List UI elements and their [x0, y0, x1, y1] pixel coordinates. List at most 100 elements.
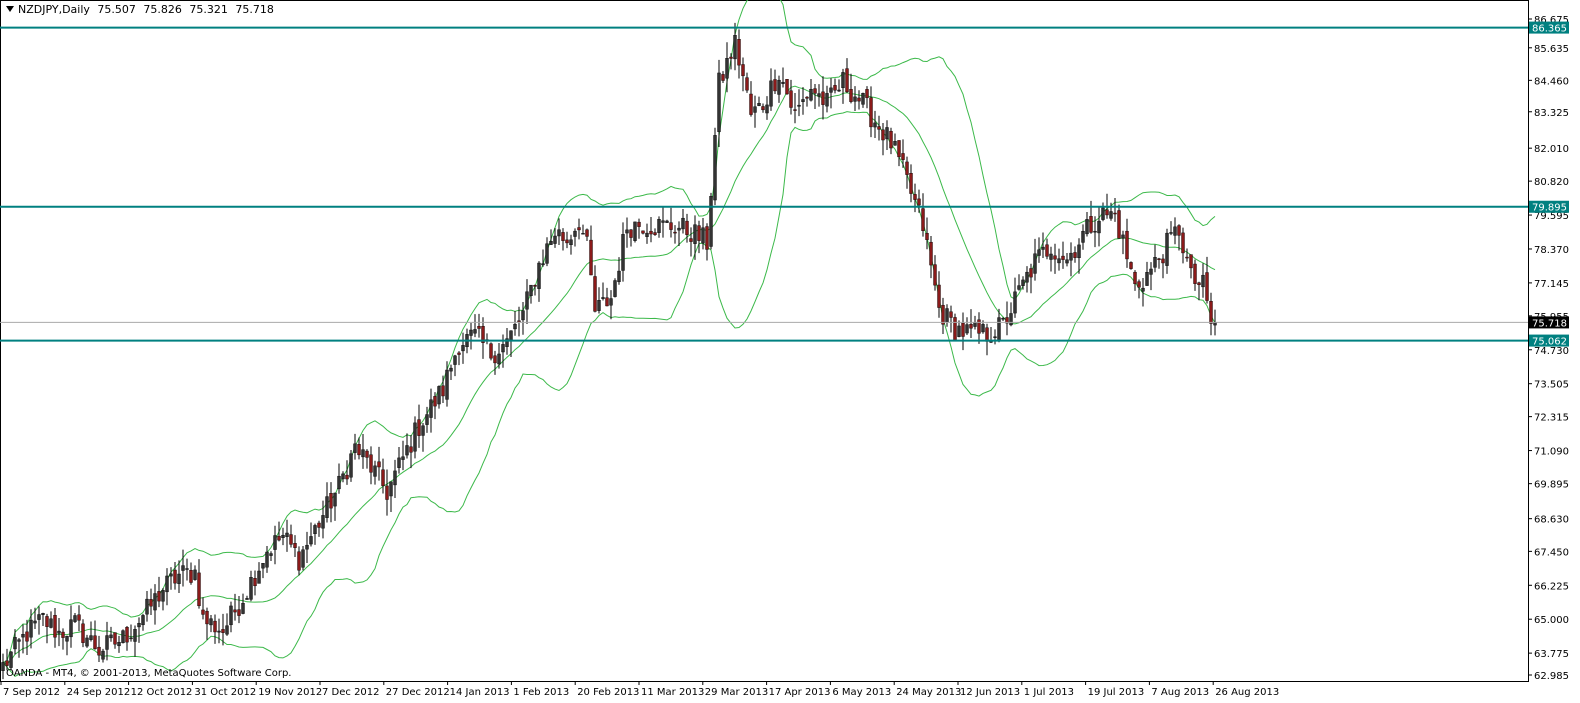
bear-candle: [741, 64, 745, 77]
hline-price-label: 86.365: [1532, 24, 1567, 35]
hline-price-tag: [1529, 200, 1569, 213]
bull-candle: [733, 35, 737, 60]
bear-candle: [189, 570, 193, 583]
bear-candle: [93, 635, 97, 650]
lower-band-line: [2, 111, 1216, 678]
bull-candle: [1093, 230, 1097, 233]
x-tick-label: 20 Feb 2013: [577, 687, 639, 698]
bear-candle: [933, 264, 937, 286]
y-tick-label: 85.635: [1534, 44, 1569, 55]
bull-candle: [405, 445, 409, 456]
bull-candle: [1001, 318, 1005, 320]
bull-candle: [169, 573, 173, 577]
bear-candle: [901, 153, 905, 160]
bear-candle: [53, 615, 57, 638]
bull-candle: [453, 355, 457, 365]
bear-candle: [237, 609, 241, 616]
bear-candle: [637, 221, 641, 227]
bear-candle: [669, 222, 673, 230]
bull-candle: [501, 344, 505, 353]
bear-candle: [317, 522, 321, 528]
bear-candle: [329, 493, 333, 509]
bull-candle: [753, 106, 757, 113]
bear-candle: [1209, 301, 1213, 324]
bull-candle: [993, 336, 997, 338]
bull-candle: [177, 573, 181, 584]
bull-candle: [265, 551, 269, 568]
bull-candle: [245, 598, 249, 600]
bear-candle: [1045, 244, 1049, 257]
bull-candle: [341, 473, 345, 480]
bull-candle: [241, 603, 245, 614]
bear-candle: [77, 614, 81, 621]
bull-candle: [781, 81, 785, 84]
y-tick-label: 80.820: [1534, 177, 1569, 188]
bull-candle: [525, 291, 529, 310]
bull-candle: [1085, 219, 1089, 235]
bear-candle: [205, 610, 209, 625]
bull-candle: [373, 465, 377, 477]
x-tick-label: 24 May 2013: [896, 687, 961, 698]
bear-candle: [5, 660, 9, 666]
y-tick-label: 72.315: [1534, 413, 1569, 424]
bull-candle: [1013, 291, 1017, 314]
bear-candle: [1117, 210, 1121, 239]
bull-candle: [861, 93, 865, 105]
bull-candle: [353, 443, 357, 453]
bear-candle: [917, 198, 921, 206]
x-tick-label: 31 Oct 2012: [194, 687, 256, 698]
bull-candle: [513, 323, 517, 330]
bull-candle: [1025, 271, 1029, 283]
bull-candle: [1109, 211, 1113, 219]
bear-candle: [593, 276, 597, 312]
bull-candle: [229, 605, 233, 626]
x-tick-label: 19 Nov 2012: [258, 687, 322, 698]
bear-candle: [1185, 256, 1189, 259]
bull-candle: [57, 630, 61, 634]
bull-candle: [541, 263, 545, 266]
bear-candle: [457, 352, 461, 355]
bull-candle: [965, 324, 969, 334]
bull-candle: [957, 325, 961, 337]
bollinger-bands: [2, 0, 1216, 678]
bull-candle: [893, 141, 897, 146]
bull-candle: [257, 570, 261, 584]
bull-candle: [549, 241, 553, 245]
bear-candle: [705, 226, 709, 250]
y-tick-label: 84.460: [1534, 76, 1569, 87]
bear-candle: [409, 446, 413, 453]
bull-candle: [85, 637, 89, 647]
bull-candle: [117, 642, 121, 647]
bear-candle: [1129, 262, 1133, 269]
bear-candle: [233, 609, 237, 613]
bull-candle: [73, 615, 77, 622]
bull-candle: [349, 453, 353, 478]
bear-candle: [773, 79, 777, 92]
bear-candle: [977, 319, 981, 334]
bull-candle: [1149, 268, 1153, 275]
bull-candle: [261, 563, 265, 569]
bull-candle: [841, 72, 845, 89]
collapse-triangle-icon[interactable]: [6, 6, 14, 12]
bull-candle: [301, 549, 305, 568]
bear-candle: [1105, 209, 1109, 216]
bear-candle: [589, 239, 593, 276]
bear-candle: [925, 233, 929, 240]
bull-candle: [281, 534, 285, 538]
chart-header: NZDJPY,Daily 75.507 75.826 75.321 75.718: [6, 3, 278, 16]
bull-candle: [469, 329, 473, 336]
bull-candle: [873, 122, 877, 128]
bull-candle: [141, 615, 145, 626]
bull-candle: [1017, 285, 1021, 290]
bear-candle: [1157, 258, 1161, 260]
bear-candle: [277, 535, 281, 541]
bull-candle: [509, 330, 513, 342]
bull-candle: [809, 88, 813, 101]
bear-candle: [749, 93, 753, 115]
bull-candle: [1041, 246, 1045, 250]
bull-candle: [397, 457, 401, 468]
x-tick-label: 7 Sep 2012: [3, 687, 60, 698]
bull-candle: [109, 634, 113, 639]
bear-candle: [789, 90, 793, 108]
